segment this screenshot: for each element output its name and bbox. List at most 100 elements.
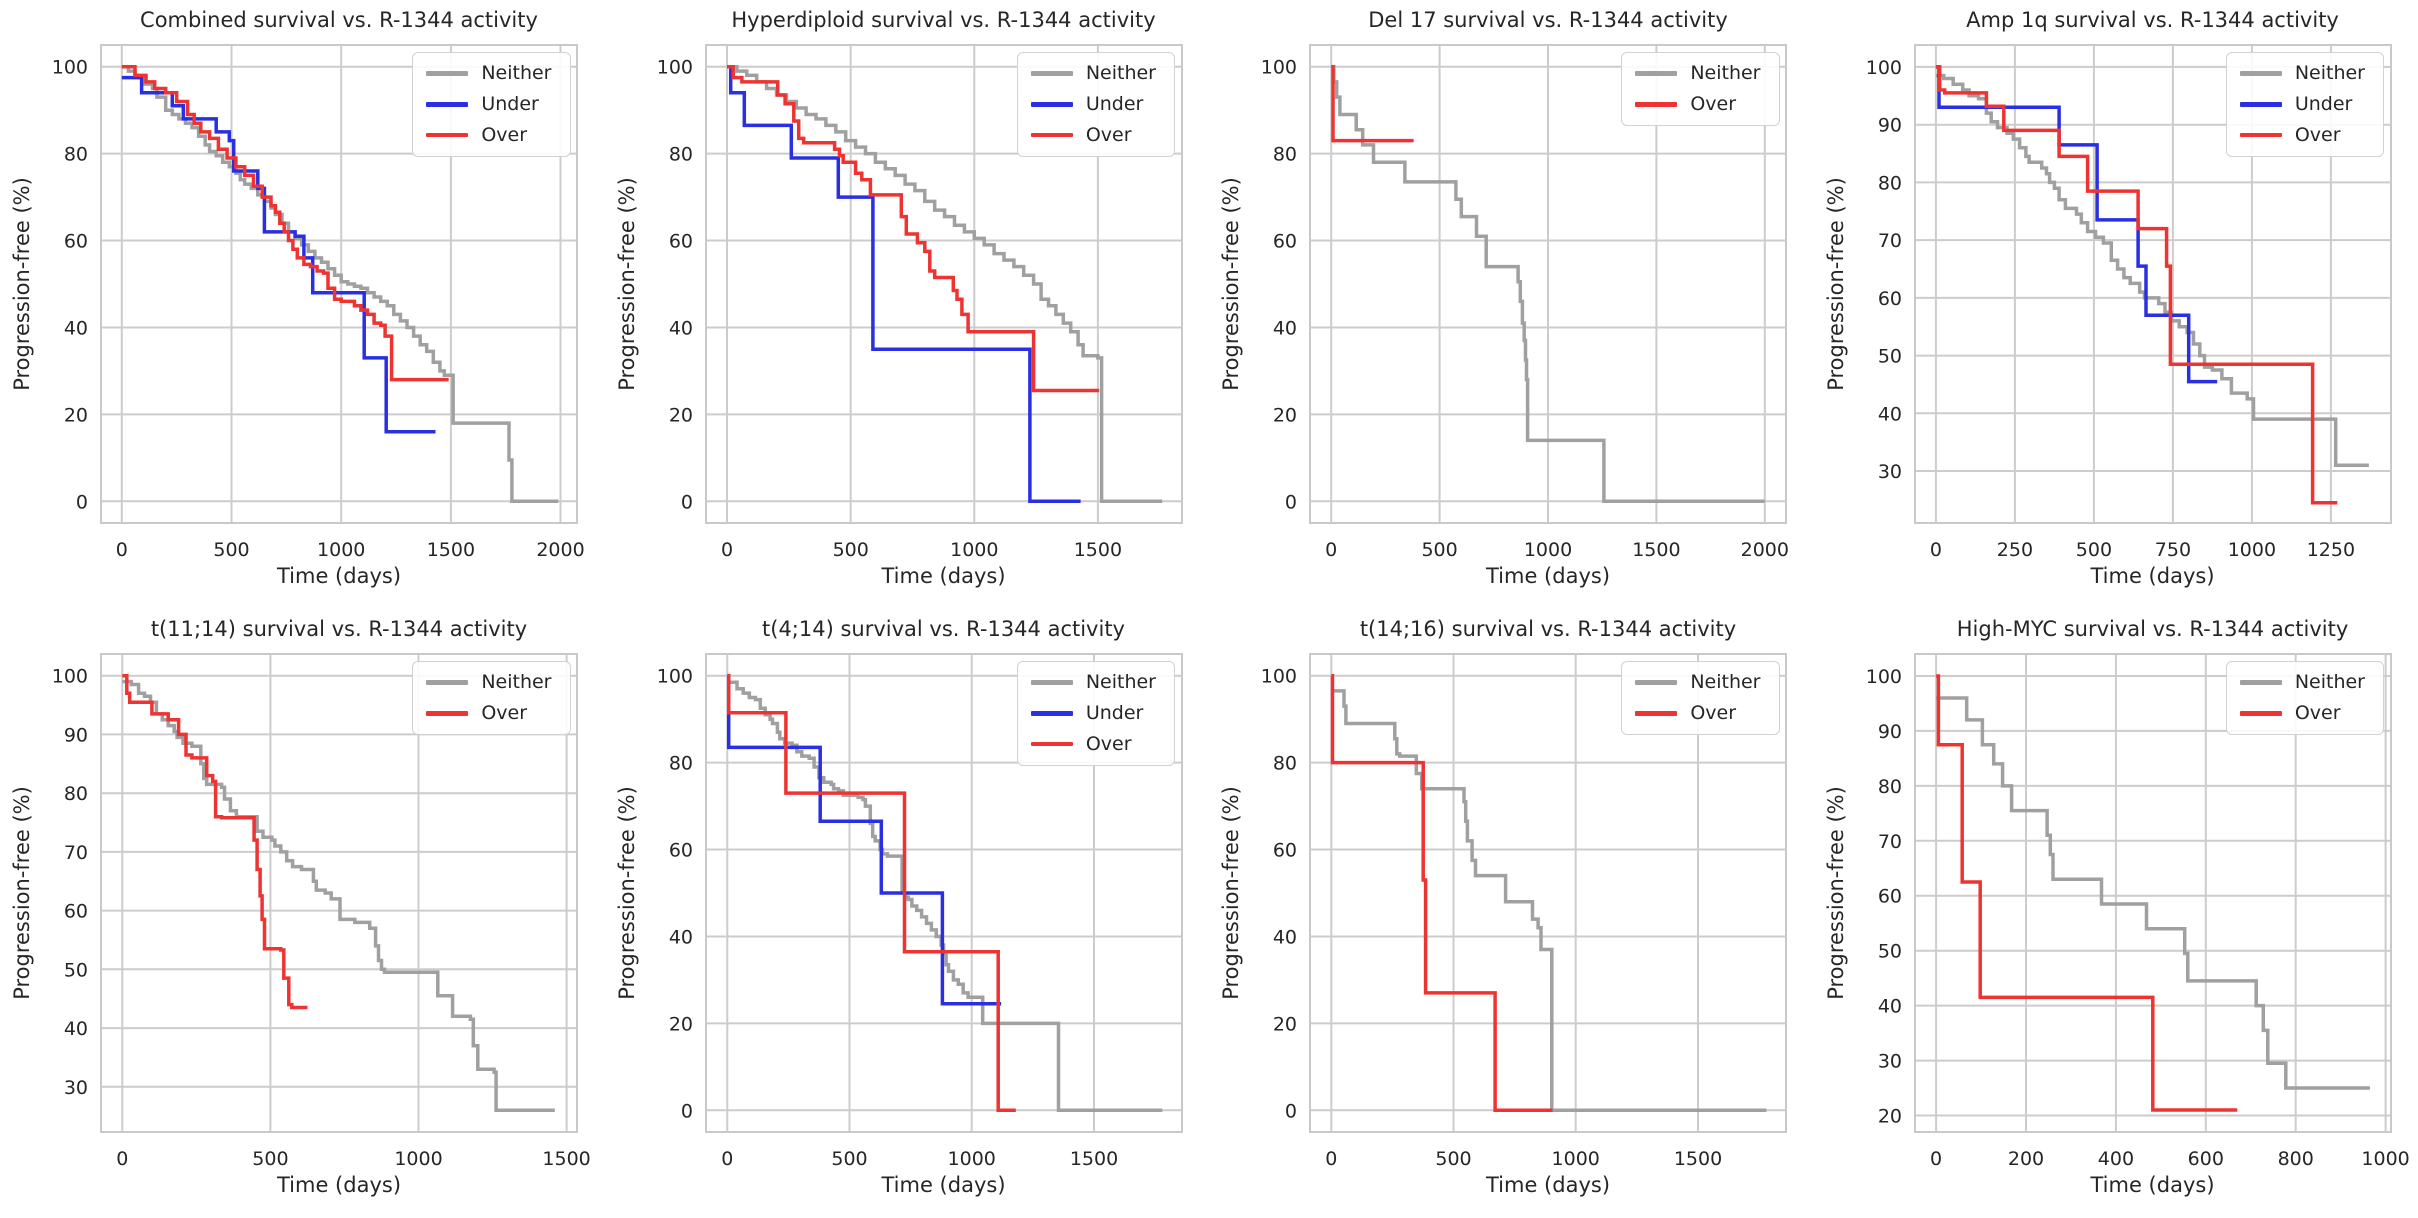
y-tick-label: 70: [1877, 230, 1901, 252]
subplot-t14-16: 0 500 1000 1500 0 20 40 60 80 100 t(14;16) surviv…: [1209, 609, 1814, 1218]
x-tick-label: 2000: [1741, 539, 1789, 561]
survival-curve-neither: [121, 64, 559, 504]
y-tick-label: 20: [668, 1013, 692, 1035]
legend-line-swatch: [1030, 71, 1073, 76]
survival-curve-neither: [122, 679, 555, 1113]
x-tick-label: 500: [213, 539, 249, 561]
x-tick-label: 600: [2187, 1148, 2223, 1170]
legend-label: Over: [1085, 123, 1132, 146]
legend-item-neither: Neither: [1030, 63, 1156, 84]
legend-item-under: Under: [426, 93, 551, 115]
subplot-combined: 0 500 1000 1500 2000 0 20 40 60 80 100 Combined su…: [0, 0, 605, 609]
survival-curve-over: [121, 64, 449, 382]
x-axis-label: Time (days): [881, 1173, 1006, 1197]
y-tick-label: 90: [64, 724, 88, 746]
survival-curve-neither: [1935, 696, 2370, 1090]
survival-curve-over: [122, 673, 308, 1010]
y-tick-label: 70: [1877, 831, 1901, 853]
y-tick-label: 80: [64, 144, 88, 166]
y-tick-label: 80: [668, 753, 692, 775]
y-tick-label: 70: [64, 842, 88, 864]
y-tick-label: 0: [1285, 1100, 1297, 1122]
legend-line-swatch: [1030, 741, 1073, 747]
plot-area-combined: 0 500 1000 1500 2000 0 20 40 60 80 100: [52, 44, 585, 561]
legend-label: Over: [2294, 701, 2341, 724]
y-tick-label: 60: [1273, 840, 1297, 862]
x-tick-label: 750: [2154, 539, 2190, 561]
x-tick-label: 1500: [542, 1148, 590, 1170]
x-tick-label: 0: [721, 1148, 733, 1170]
plot-title: t(14;16) survival vs. R-1344 activity: [1359, 617, 1737, 641]
legend-item-under: Under: [1030, 92, 1156, 115]
x-tick-label: 0: [116, 539, 128, 561]
legend-label: Neither: [1085, 671, 1156, 693]
subplot-t4-14: 0 500 1000 1500 0 20 40 60 80 100 t(4;14) surviva…: [605, 609, 1210, 1218]
survival-curve-neither: [726, 680, 1162, 1113]
plot-area-hyperdiploid: 0 500 1000 1500 0 20 40 60 80 100: [656, 44, 1183, 561]
x-tick-label: 1500: [1632, 539, 1680, 561]
y-tick-label: 50: [1877, 346, 1901, 368]
x-tick-label: 0: [1325, 1148, 1337, 1170]
legend-item-over: Over: [1030, 123, 1156, 146]
x-tick-label: 0: [1929, 539, 1941, 561]
legend-label: Neither: [2294, 671, 2365, 693]
y-tick-label: 50: [64, 959, 88, 981]
x-tick-label: 1500: [1674, 1148, 1722, 1170]
y-axis-label: Progression-free (%): [1823, 177, 1848, 391]
plot-area-high-myc: 0 200 400 600 800 1000 20 30 40 50 60 70 80 90 100: [1865, 653, 2409, 1170]
legend-label: Neither: [481, 671, 552, 693]
y-tick-label: 60: [64, 901, 88, 923]
legend: Neither Under Over: [1016, 52, 1175, 157]
x-axis-label: Time (days): [881, 564, 1006, 588]
legend-item-neither: Neither: [1635, 672, 1761, 693]
x-tick-label: 1000: [1524, 539, 1572, 561]
axes-spines: [100, 653, 578, 1133]
y-tick-label: 100: [52, 57, 88, 79]
y-tick-label: 80: [1877, 172, 1901, 194]
survival-curve-over: [726, 673, 1016, 1113]
legend-item-neither: Neither: [426, 62, 552, 84]
legend-item-neither: Neither: [2239, 63, 2365, 84]
x-tick-label: 250: [1996, 539, 2032, 561]
legend-item-under: Under: [2239, 93, 2365, 115]
y-axis-label: Progression-free (%): [614, 177, 639, 391]
y-tick-label: 60: [64, 231, 88, 253]
y-tick-label: 100: [656, 666, 692, 688]
legend-label: Over: [1690, 701, 1737, 724]
legend-line-swatch: [1635, 711, 1678, 716]
y-tick-label: 30: [64, 1077, 88, 1099]
legend-line-swatch: [426, 71, 469, 76]
y-tick-label: 80: [1877, 776, 1901, 798]
y-tick-label: 100: [52, 666, 88, 688]
legend-line-swatch: [2239, 102, 2282, 107]
y-tick-label: 80: [1273, 753, 1297, 775]
y-tick-label: 100: [1261, 57, 1297, 79]
legend-label: Neither: [481, 62, 552, 84]
survival-curve-neither: [1331, 64, 1765, 504]
legend-item-neither: Neither: [2239, 671, 2365, 693]
x-axis-label: Time (days): [1485, 564, 1611, 588]
y-tick-label: 0: [680, 1100, 692, 1122]
y-tick-label: 30: [1877, 461, 1901, 483]
y-tick-label: 60: [668, 840, 692, 862]
x-tick-label: 400: [2097, 1148, 2133, 1170]
legend-label: Under: [1085, 92, 1144, 115]
plot-title: Del 17 survival vs. R-1344 activity: [1368, 8, 1728, 32]
legend: Neither Over: [412, 661, 571, 735]
legend-line-swatch: [2239, 711, 2282, 716]
legend-line-swatch: [1030, 102, 1073, 107]
y-tick-label: 0: [1285, 491, 1297, 513]
legend-item-neither: Neither: [1030, 671, 1156, 693]
survival-curve-under: [121, 75, 436, 434]
legend-label: Over: [481, 123, 528, 146]
survival-curve-under: [726, 673, 1001, 1006]
subplot-del17: 0 500 1000 1500 2000 0 20 40 60 80 100 Del 17 surv…: [1209, 0, 1814, 609]
y-axis-label: Progression-free (%): [10, 177, 34, 391]
y-axis-label: Progression-free (%): [614, 786, 639, 1000]
legend-label: Over: [1690, 92, 1737, 115]
legend-label: Under: [1085, 701, 1144, 724]
survival-curve-over: [726, 64, 1099, 393]
survival-curve-neither: [1935, 73, 2369, 468]
legend-line-swatch: [2239, 680, 2282, 685]
axes-spines: [100, 44, 578, 524]
